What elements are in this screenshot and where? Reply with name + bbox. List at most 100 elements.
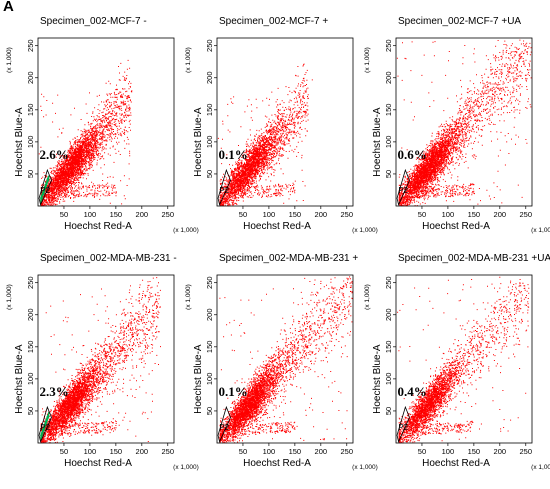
x-tick-label: 200	[494, 210, 507, 219]
gate-polygon	[217, 168, 231, 206]
scatter-plot: P2 0.1% 50 100 150 200 250 50 100 150 200 250 Hoechs…	[185, 37, 378, 234]
gate-label: P2	[398, 423, 408, 432]
gate-label: P2	[40, 186, 50, 195]
y-tick-label: 50	[205, 407, 214, 415]
y-multiplier: (x 1,000)	[364, 284, 371, 310]
event-dots	[38, 59, 133, 207]
plot-title: Specimen_002-MDA-MB-231 -	[40, 253, 177, 264]
y-tick-label: 250	[205, 39, 214, 52]
event-points	[396, 39, 532, 207]
x-tick-label: 150	[289, 210, 302, 219]
x-tick-label: 100	[84, 447, 97, 456]
y-tick-label: 100	[205, 136, 214, 149]
y-tick-label: 100	[26, 373, 35, 386]
x-multiplier: (x 1,000)	[352, 227, 378, 234]
y-axis-label: Hoechst Blue-A	[14, 344, 25, 414]
plot-frame	[216, 274, 354, 444]
x-axis-label: Hoechst Red-A	[422, 458, 490, 469]
plot-panel-2: Specimen_002-MCF-7 + P2 0.1% 50 100 150 200 250…	[185, 16, 378, 252]
y-tick-label: 250	[26, 39, 35, 52]
x-tick-label: 200	[315, 447, 328, 456]
gate-label: P2	[40, 423, 50, 432]
y-tick-label: 50	[26, 407, 35, 415]
plot-title: Specimen_002-MCF-7 +	[219, 16, 329, 27]
x-tick-label: 250	[341, 210, 354, 219]
x-tick-label: 50	[239, 447, 247, 456]
y-axis-label: Hoechst Blue-A	[193, 344, 204, 414]
gate-polygon	[217, 405, 231, 443]
y-tick-label: 150	[26, 104, 35, 117]
y-multiplier: (x 1,000)	[6, 47, 13, 73]
y-tick-label: 150	[205, 341, 214, 354]
gate-events	[40, 412, 50, 440]
x-multiplier: (x 1,000)	[173, 464, 199, 471]
scatter-plot: P2 0.6% 50 100 150 200 250 50 100 150 200 250 Hoechs…	[364, 37, 550, 234]
x-multiplier: (x 1,000)	[352, 464, 378, 471]
gate-percent: 0.6%	[398, 147, 427, 162]
plot-frame	[37, 37, 175, 207]
figure-label: A	[3, 0, 14, 15]
x-tick-label: 200	[315, 210, 328, 219]
gate-polygon	[38, 405, 52, 443]
y-tick-label: 200	[205, 308, 214, 321]
event-points	[40, 277, 161, 444]
y-tick-label: 50	[384, 407, 393, 415]
plot-panel-3: Specimen_002-MCF-7 +UA P2 0.6% 50 100 150 200 2…	[364, 16, 550, 252]
gate-percent: 2.3%	[40, 384, 69, 399]
y-tick-label: 200	[384, 71, 393, 84]
x-tick-label: 150	[110, 210, 123, 219]
scatter-plot: P2 2.3% 50 100 150 200 250 50 100 150 200 250 Hoechs…	[6, 274, 199, 471]
x-tick-label: 250	[341, 447, 354, 456]
y-axis-label: Hoechst Blue-A	[372, 107, 383, 177]
y-tick-label: 150	[384, 341, 393, 354]
event-dots	[396, 39, 532, 207]
plot-title: Specimen_002-MDA-MB-231 +	[219, 253, 359, 264]
scatter-plot: P2 0.1% 50 100 150 200 250 50 100 150 200 250 Hoechs…	[185, 274, 378, 471]
x-tick-label: 50	[418, 447, 426, 456]
gate-polygon	[38, 168, 52, 206]
y-tick-label: 200	[26, 308, 35, 321]
x-axis-label: Hoechst Red-A	[243, 458, 311, 469]
gate-events	[40, 175, 50, 203]
y-tick-label: 100	[26, 136, 35, 149]
plot-panel-5: Specimen_002-MDA-MB-231 + P2 0.1% 50 100 150 2…	[185, 253, 378, 484]
event-dots	[217, 63, 313, 207]
plot-frame	[37, 274, 175, 444]
x-tick-label: 250	[162, 210, 175, 219]
x-tick-label: 50	[418, 210, 426, 219]
y-tick-label: 150	[384, 104, 393, 117]
x-tick-label: 200	[136, 210, 149, 219]
x-multiplier: (x 1,000)	[531, 227, 550, 234]
y-tick-label: 100	[205, 373, 214, 386]
y-multiplier: (x 1,000)	[185, 47, 192, 73]
x-axis-label: Hoechst Red-A	[64, 221, 132, 232]
event-points	[397, 276, 530, 444]
plot-title: Specimen_002-MCF-7 +UA	[398, 16, 522, 27]
y-tick-label: 250	[26, 276, 35, 289]
y-tick-label: 100	[384, 373, 393, 386]
y-tick-label: 250	[384, 39, 393, 52]
event-points	[217, 63, 313, 207]
y-multiplier: (x 1,000)	[6, 284, 13, 310]
y-tick-label: 250	[205, 276, 214, 289]
y-tick-label: 250	[384, 276, 393, 289]
gate-label: P2	[219, 186, 229, 195]
y-tick-label: 50	[384, 170, 393, 178]
x-tick-label: 100	[263, 210, 276, 219]
gate-percent: 2.6%	[40, 147, 69, 162]
event-dots	[218, 276, 353, 444]
x-tick-label: 150	[110, 447, 123, 456]
plot-title: Specimen_002-MCF-7 -	[40, 16, 147, 27]
plot-panel-6: Specimen_002-MDA-MB-231 +UA P2 0.4% 50 100 15…	[364, 253, 550, 484]
y-tick-label: 200	[26, 71, 35, 84]
x-tick-label: 100	[263, 447, 276, 456]
y-multiplier: (x 1,000)	[185, 284, 192, 310]
gate-percent: 0.1%	[219, 384, 248, 399]
x-tick-label: 250	[520, 210, 533, 219]
event-dots	[397, 276, 530, 444]
x-tick-label: 200	[494, 447, 507, 456]
x-tick-label: 250	[162, 447, 175, 456]
y-axis-label: Hoechst Blue-A	[14, 107, 25, 177]
y-multiplier: (x 1,000)	[364, 47, 371, 73]
plot-title: Specimen_002-MDA-MB-231 +UA	[398, 253, 550, 264]
